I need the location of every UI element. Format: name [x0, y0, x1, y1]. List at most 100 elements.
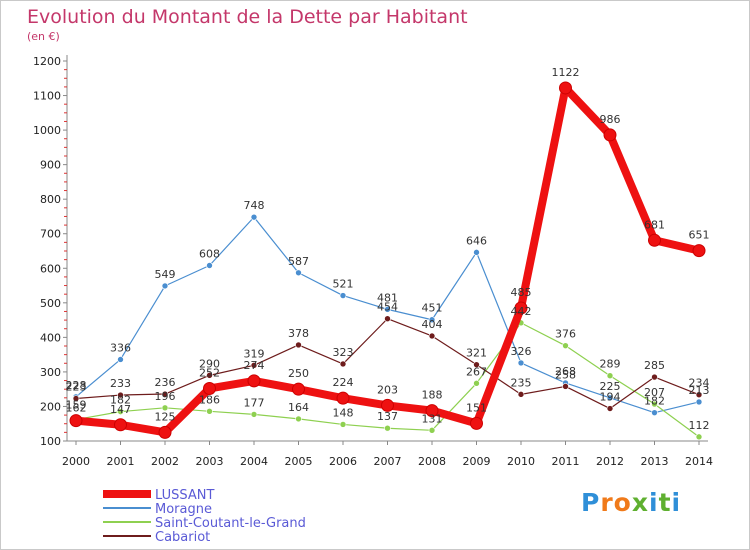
data-label: 258 [555, 368, 576, 381]
data-label: 323 [333, 346, 354, 359]
data-label: 228 [66, 379, 87, 392]
data-point [428, 316, 436, 324]
data-label: 137 [377, 410, 398, 423]
data-point [117, 408, 124, 415]
data-label: 336 [110, 341, 131, 354]
legend-label: Moragne [155, 502, 212, 517]
data-point [473, 380, 480, 387]
data-label: 252 [199, 366, 220, 379]
data-point [250, 213, 258, 221]
legend: LUSSANTMoragneSaint-Coutant-le-GrandCaba… [103, 488, 306, 545]
y-tick-label: 200 [40, 400, 61, 413]
data-label: 194 [600, 391, 621, 404]
series-lines [69, 81, 706, 441]
legend-label: LUSSANT [155, 488, 214, 503]
data-label: 233 [110, 377, 131, 390]
data-point [292, 382, 305, 396]
data-point [72, 395, 80, 402]
y-tick-label: 900 [40, 159, 61, 172]
data-point [606, 372, 614, 380]
data-point [114, 418, 127, 432]
data-label: 188 [422, 389, 443, 402]
y-tick-label: 300 [40, 366, 61, 379]
x-tick-label: 2013 [641, 455, 669, 468]
data-label: 177 [244, 396, 265, 409]
chart-title: Evolution du Montant de la Dette par Hab… [27, 6, 468, 28]
data-label: 250 [288, 367, 309, 380]
x-tick-label: 2005 [285, 455, 313, 468]
data-point [206, 372, 213, 379]
data-point [117, 356, 124, 363]
data-point [161, 282, 169, 290]
data-point [339, 360, 347, 368]
data-label: 234 [689, 377, 710, 390]
data-point [473, 249, 480, 256]
data-label: 203 [377, 383, 398, 396]
data-point [606, 405, 614, 412]
data-point [384, 424, 391, 432]
axes: 100 200 300 400 500 600 700 800 900 1000 1100 1200 2… [33, 55, 713, 468]
data-label: 651 [689, 229, 710, 242]
y-tick-label: 1100 [33, 90, 61, 103]
data-label: 274 [244, 359, 265, 372]
data-label: 182 [644, 395, 665, 408]
data-label: 378 [288, 327, 309, 340]
logo-letter: r [600, 488, 614, 517]
data-label: 376 [555, 328, 576, 341]
data-point [69, 414, 83, 428]
data-label: 125 [155, 410, 176, 423]
logo-letter: i [649, 488, 659, 517]
data-label: 748 [244, 199, 265, 212]
data-label: 285 [644, 359, 665, 372]
data-point [203, 381, 216, 395]
y-tick-label: 800 [40, 193, 61, 206]
data-point [336, 391, 350, 405]
data-label: 454 [377, 301, 398, 314]
x-tick-label: 2001 [107, 455, 135, 468]
data-point [384, 315, 391, 323]
data-point [603, 128, 617, 142]
logo-letter: P [581, 488, 601, 517]
y-tick-label: 400 [40, 331, 61, 344]
chart-subtitle: (en €) [27, 30, 60, 43]
data-label: 224 [333, 376, 354, 389]
data-point [339, 421, 347, 428]
data-point [158, 425, 172, 439]
data-label: 112 [689, 419, 710, 432]
data-label: 159 [66, 399, 87, 412]
data-label: 481 [377, 291, 398, 304]
data-point [295, 341, 302, 349]
data-point [206, 262, 213, 269]
data-point [514, 301, 528, 315]
data-label: 164 [288, 401, 309, 414]
x-tick-label: 2004 [240, 455, 268, 468]
data-point [250, 411, 258, 418]
data-point [384, 306, 391, 313]
data-point [606, 394, 614, 402]
data-label: 182 [110, 394, 131, 407]
data-label: 196 [155, 390, 176, 403]
y-tick-label: 1000 [33, 124, 61, 137]
data-label: 223 [66, 381, 87, 394]
data-point [517, 391, 525, 398]
x-tick-label: 2010 [507, 455, 535, 468]
data-label: 148 [333, 406, 354, 419]
x-tick-label: 2012 [596, 455, 624, 468]
data-label: 213 [689, 384, 710, 397]
data-point [295, 415, 302, 423]
data-point [562, 383, 569, 390]
data-label: 290 [199, 357, 220, 370]
x-tick-label: 2007 [374, 455, 402, 468]
x-tick-label: 2006 [329, 455, 357, 468]
proxiti-logo: Proxiti [581, 488, 681, 517]
data-label: 485 [511, 286, 532, 299]
x-tick-label: 2011 [552, 455, 580, 468]
data-point [651, 409, 658, 416]
data-label: 319 [244, 347, 265, 360]
data-point [247, 374, 261, 388]
data-label: 986 [600, 113, 621, 126]
data-label: 186 [199, 393, 220, 406]
data-point [695, 433, 703, 441]
data-point [428, 332, 436, 340]
data-label: 235 [511, 376, 532, 389]
